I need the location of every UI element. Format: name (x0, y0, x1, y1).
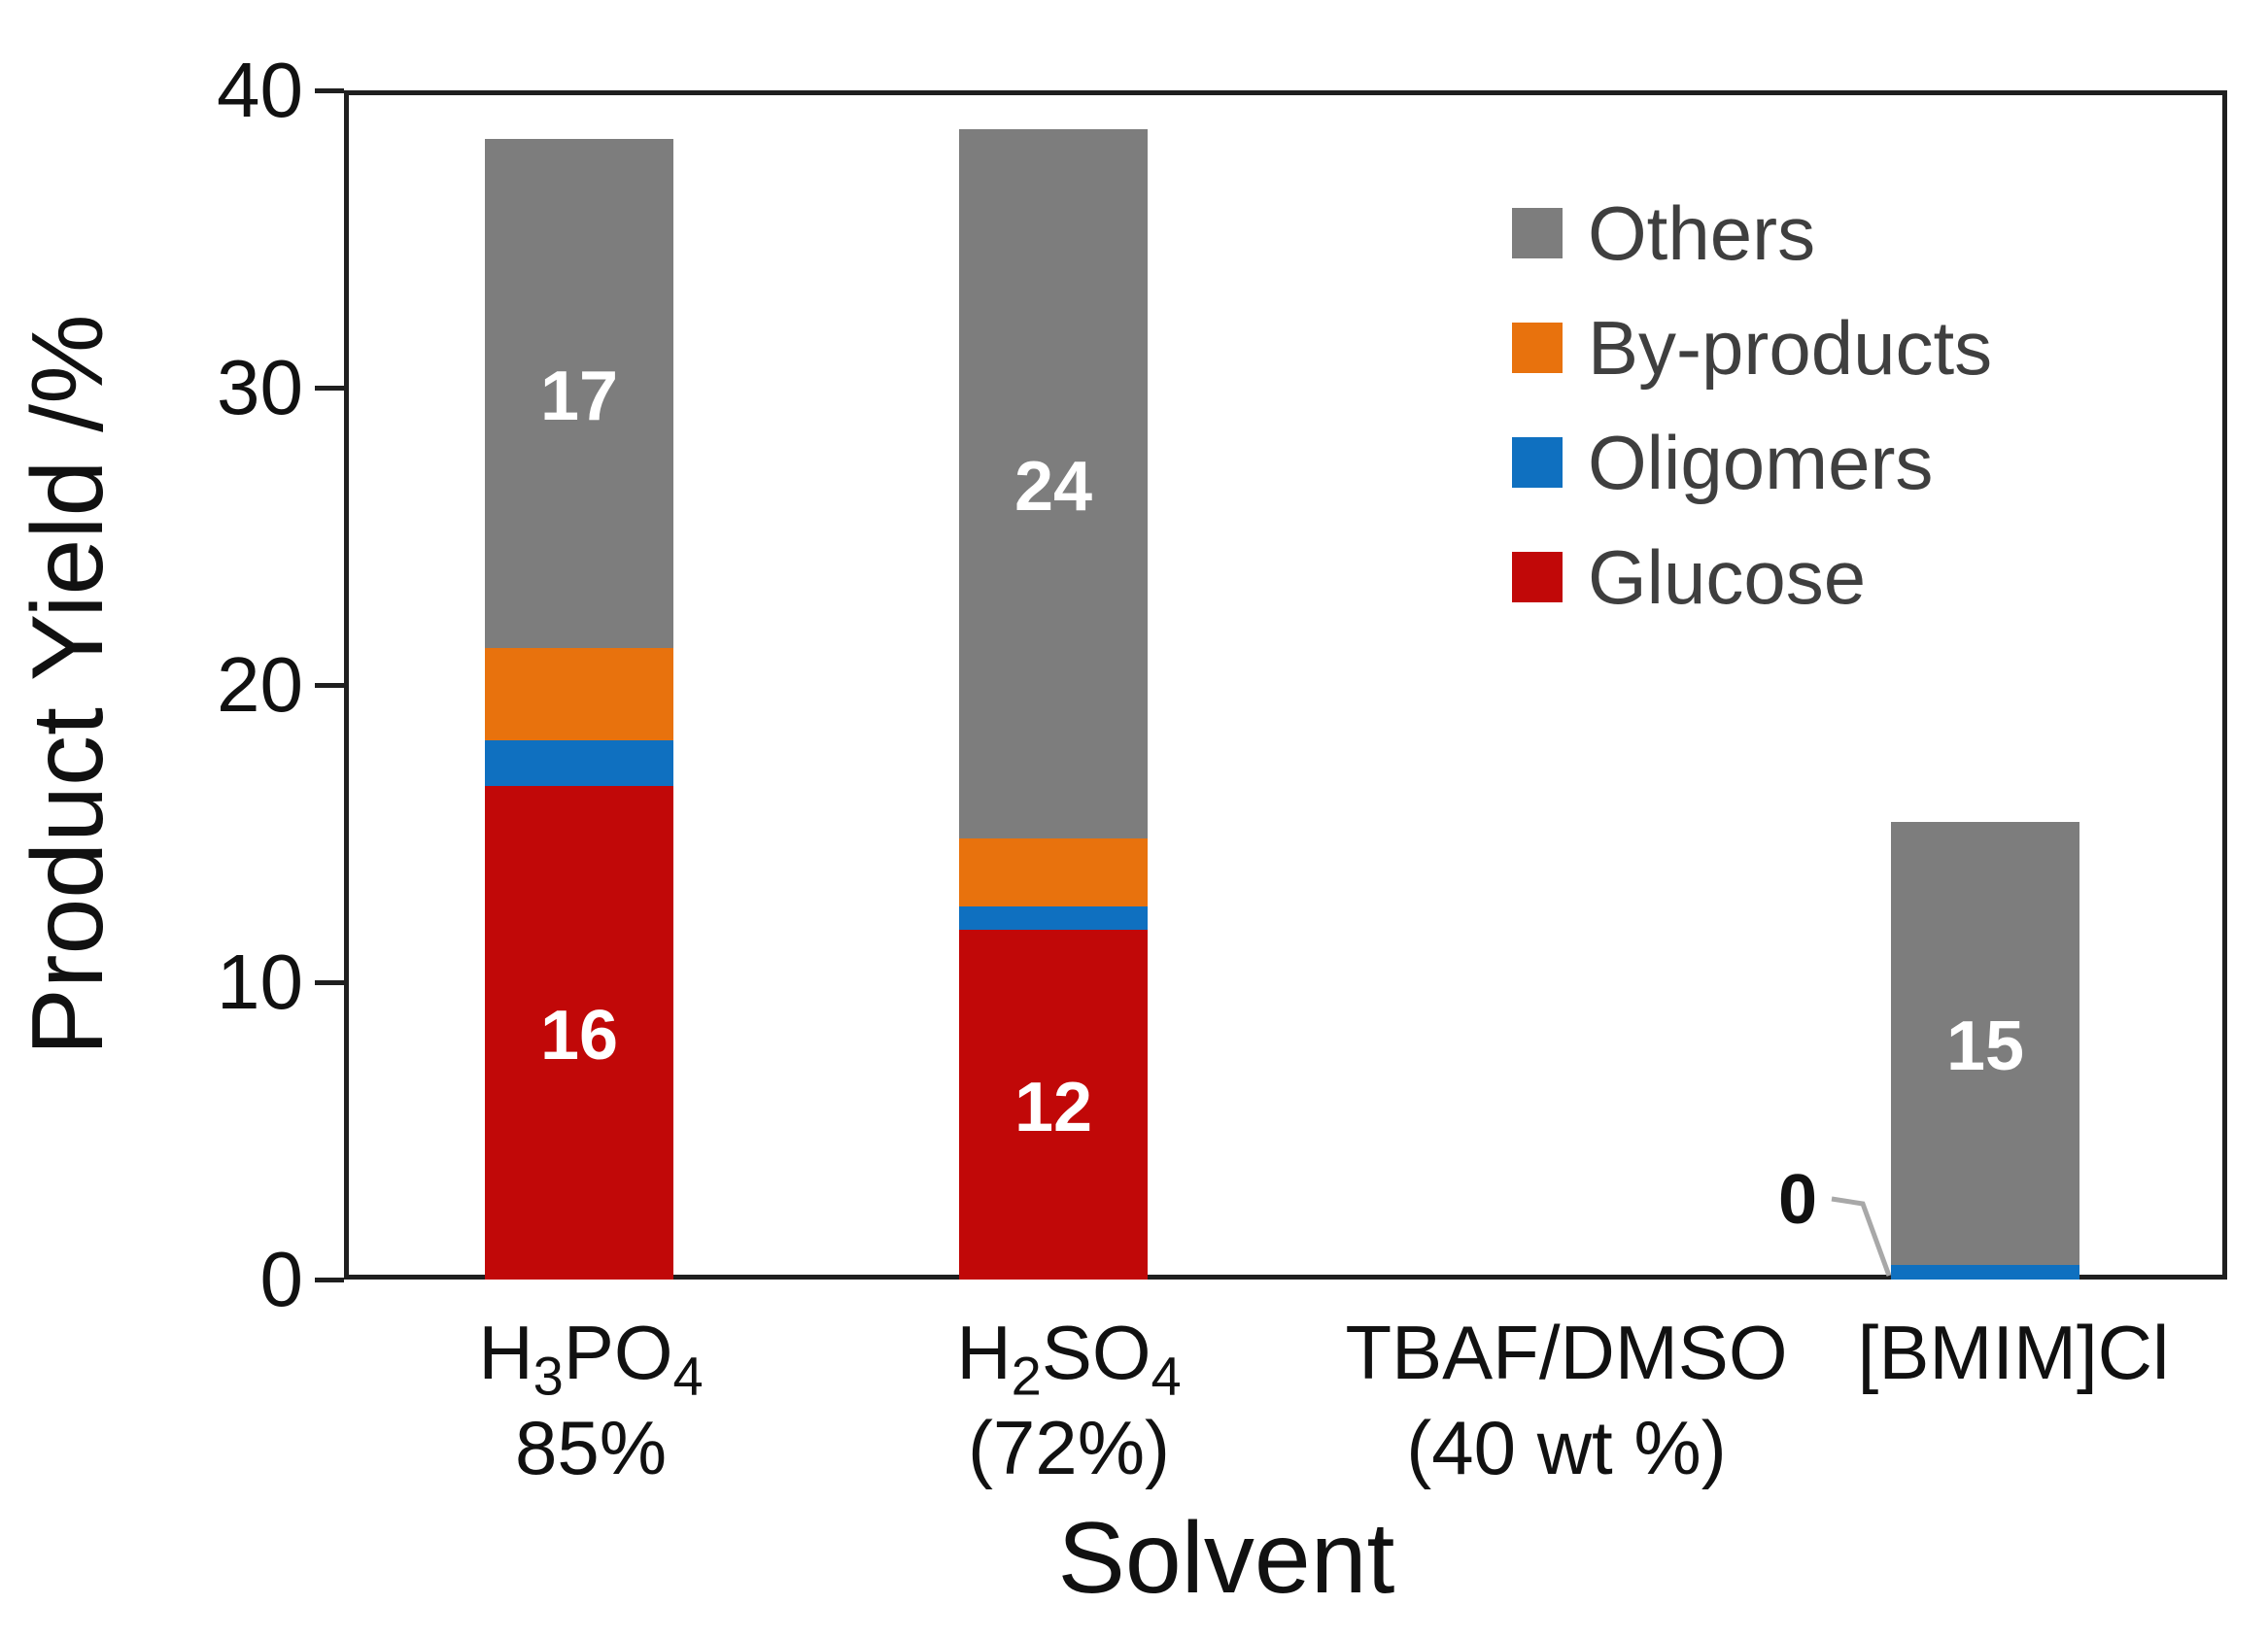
x-axis-title: Solvent (1057, 1502, 1395, 1615)
y-tick-label: 40 (217, 47, 303, 133)
legend-label: By-products (1588, 304, 1993, 391)
legend-label: Others (1588, 189, 1816, 276)
bar-value-label: 17 (539, 358, 619, 436)
legend-item-glucose: Glucose (1512, 534, 2056, 620)
bar-segment-others-4 (1891, 821, 2079, 1265)
legend-swatch-others (1512, 208, 1563, 258)
bar-segment-others-1 (485, 139, 673, 648)
bar-value-label: 24 (1014, 447, 1093, 526)
legend-label: Glucose (1588, 533, 1867, 620)
legend-swatch-glucose (1512, 552, 1563, 602)
y-tick-label: 20 (217, 641, 303, 728)
x-category-label-line1: H3PO4 (478, 1310, 704, 1407)
y-axis-tick (315, 980, 344, 985)
plot-area (344, 90, 2227, 1280)
y-axis-tick (315, 386, 344, 391)
bar-segment-glucose-2 (959, 930, 1148, 1280)
bar-value-label: 16 (539, 997, 619, 1076)
y-tick-label: 0 (259, 1236, 304, 1322)
legend-item-by-products: By-products (1512, 305, 2056, 391)
legend-label: Oligomers (1588, 419, 1934, 505)
x-category-label-line1: H2SO4 (956, 1310, 1182, 1407)
x-category-label-line1: [BMIM]Cl (1857, 1310, 2170, 1395)
callout-zero-label: 0 (1777, 1161, 1818, 1239)
x-category-label-line2: (40 wt %) (1406, 1405, 1727, 1490)
bar-segment-oligomers-4 (1891, 1264, 2079, 1280)
bar-segment-glucose-1 (485, 786, 673, 1280)
bar-segment-others-2 (959, 128, 1148, 838)
bar-value-label: 15 (1945, 1007, 2025, 1085)
y-tick-label: 10 (217, 939, 303, 1025)
x-category-label-line1: TBAF/DMSO (1345, 1310, 1788, 1395)
bar-segment-by-products-1 (485, 647, 673, 740)
legend-swatch-by-products (1512, 323, 1563, 373)
bar-segment-oligomers-1 (485, 739, 673, 787)
y-axis-title: Product Yield /% (12, 314, 124, 1056)
y-tick-label: 30 (217, 344, 303, 430)
y-axis-tick (315, 683, 344, 688)
x-category-label-line2: 85% (514, 1405, 668, 1490)
legend-item-oligomers: Oligomers (1512, 420, 2056, 505)
y-axis-tick (315, 1278, 344, 1282)
bar-value-label: 12 (1014, 1069, 1093, 1147)
bar-segment-oligomers-2 (959, 905, 1148, 931)
legend-swatch-oligomers (1512, 437, 1563, 488)
legend-item-others: Others (1512, 190, 2056, 276)
x-category-label-line2: (72%) (967, 1405, 1171, 1490)
bar-segment-by-products-2 (959, 837, 1148, 906)
y-axis-tick (315, 88, 344, 93)
